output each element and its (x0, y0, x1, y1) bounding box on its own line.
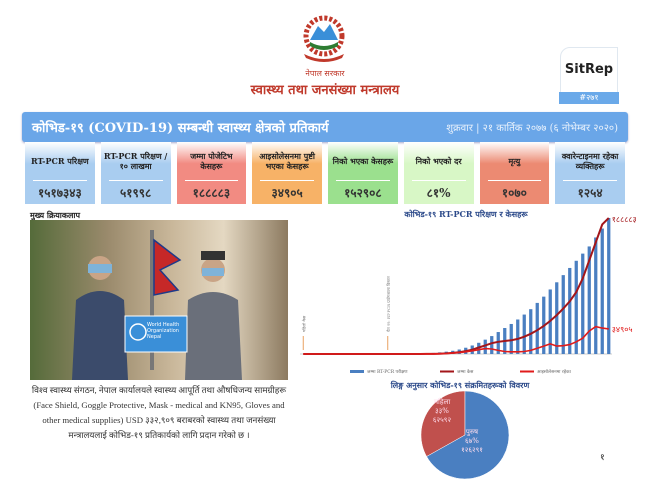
stat-card: RT-PCR परिक्षण /१० लाखमा ५१९९८ (100, 142, 171, 204)
pie-percent: ३३% (435, 407, 449, 415)
stat-value: १०७० (487, 180, 542, 201)
sitrep-number: #२७१ (559, 92, 619, 104)
legend-label: जम्मा केस (457, 368, 474, 375)
legend-label: आइसोलेसनमा रहेका (537, 368, 572, 375)
stat-card: जम्मा पोजेटिभ केसहरू १८८८८३ (176, 142, 247, 204)
stat-label: जम्मा पोजेटिभ केसहरू (190, 150, 233, 171)
test-bar (496, 332, 500, 354)
stat-label: आइसोलेसनमा पुष्टी भएका केसहरू (259, 150, 316, 171)
test-bar (561, 275, 565, 354)
test-bar (490, 336, 494, 354)
test-bar (574, 260, 578, 354)
pie-value: ६२५९२ (433, 416, 452, 424)
test-bar (516, 319, 520, 354)
annotation-text: चैत ११: RT-PCR प्रयोगशाला विस्तार (386, 276, 391, 332)
activity-photo (30, 220, 288, 380)
sitrep-badge: SitRep #२७१ (559, 47, 619, 104)
test-bar (581, 253, 585, 354)
cases-end-label: १८८८८३ (612, 215, 637, 224)
sitrep-title: SitRep (564, 62, 614, 77)
pie-slice-female (420, 390, 466, 457)
stat-label: निको भएको दर (415, 155, 462, 166)
annotation-text: पहिलो केस (301, 315, 306, 332)
tests-cases-chart: कोभिड-१९ RT-PCR परिक्षण र केसहरू १८८८८३ ३४… (300, 209, 637, 375)
stat-card: RT-PCR परिक्षण १५१७३४३ (25, 142, 95, 204)
gender-pie-chart: महिला३३%६२५९२ पुरुष६७%१२६२९१ (420, 390, 510, 480)
test-bar (607, 218, 611, 354)
stat-card: आइसोलेसनमा पुष्टी भएका केसहरू ३४९०५ (252, 142, 322, 204)
pie-value: १२६२९१ (461, 446, 483, 454)
stat-label: मृत्यु (508, 155, 521, 166)
stat-value: १८८८८३ (184, 180, 239, 201)
test-bar (568, 267, 572, 354)
stat-card: मृत्यु १०७० (479, 142, 550, 204)
stat-card: क्वारेन्टाइनमा रहेका व्यक्तिहरू १२५४ (555, 142, 625, 204)
stat-label: RT-PCR परिक्षण (31, 155, 89, 166)
test-bar (535, 302, 539, 354)
legend-swatch (350, 370, 364, 373)
stat-label: निको भएका केसहरू (332, 155, 394, 166)
chart-title: कोभिड-१९ RT-PCR परिक्षण र केसहरू (403, 209, 528, 219)
isolation-line (303, 325, 609, 355)
stats-row: RT-PCR परिक्षण १५१७३४३ RT-PCR परिक्षण /१० … (22, 142, 628, 204)
stat-value: ८१% (411, 180, 466, 201)
stat-value: १५२९०८ (336, 180, 390, 201)
who-sign-text: World Health Organization Nepal (147, 322, 180, 340)
pie-percent: ६७% (465, 437, 479, 445)
government-label: नेपाल सरकार (305, 69, 345, 78)
pie-label: पुरुष (466, 428, 479, 436)
legend-label: जम्मा RT-PCR परीक्षण (367, 368, 408, 375)
page-number: १ (600, 453, 605, 463)
nepal-emblem-logo (303, 15, 345, 62)
test-bar (483, 339, 487, 354)
stat-value: ३४९०५ (260, 180, 314, 201)
report-date: शुक्रवार | २१ कार्तिक २०७७ (६ नोभेम्बर २… (446, 123, 618, 134)
stat-label: क्वारेन्टाइनमा रहेका व्यक्तिहरू (561, 150, 619, 171)
stat-card: निको भएको दर ८१% (403, 142, 474, 204)
report-banner: कोभिड-१९ (COVID-19) सम्बन्धी स्वास्थ्य क… (22, 112, 628, 142)
test-bar (555, 282, 559, 354)
pie-chart-title: लिङ्ग अनुसार कोभिड-१९ संक्रमितहरूको विवर… (390, 380, 530, 390)
isolation-end-label: ३४९०५ (612, 325, 633, 334)
ministry-title: स्वास्थ्य तथा जनसंख्या मन्त्रालय (250, 83, 400, 98)
stat-label: RT-PCR परिक्षण /१० लाखमा (103, 150, 168, 171)
pie-label: महिला (434, 397, 450, 406)
stat-value: ५१९९८ (108, 180, 163, 201)
test-bar (509, 323, 513, 354)
test-bar (594, 237, 598, 354)
section-heading: मुख्य क्रियाकलाप (30, 210, 81, 220)
banner-title: कोभिड-१९ (COVID-19) सम्बन्धी स्वास्थ्य क… (32, 121, 329, 136)
stat-value: १५१७३४३ (33, 180, 87, 201)
pie-slice-male (426, 390, 510, 480)
test-bar (529, 309, 533, 354)
photo-caption: विश्व स्वास्थ्य संगठन, नेपाल कार्यालयले … (31, 385, 287, 440)
test-bar (600, 228, 604, 354)
stat-value: १२५४ (563, 180, 617, 201)
test-bar (587, 246, 591, 354)
test-bar (522, 314, 526, 354)
stat-card: निको भएका केसहरू १५२९०८ (328, 142, 398, 204)
